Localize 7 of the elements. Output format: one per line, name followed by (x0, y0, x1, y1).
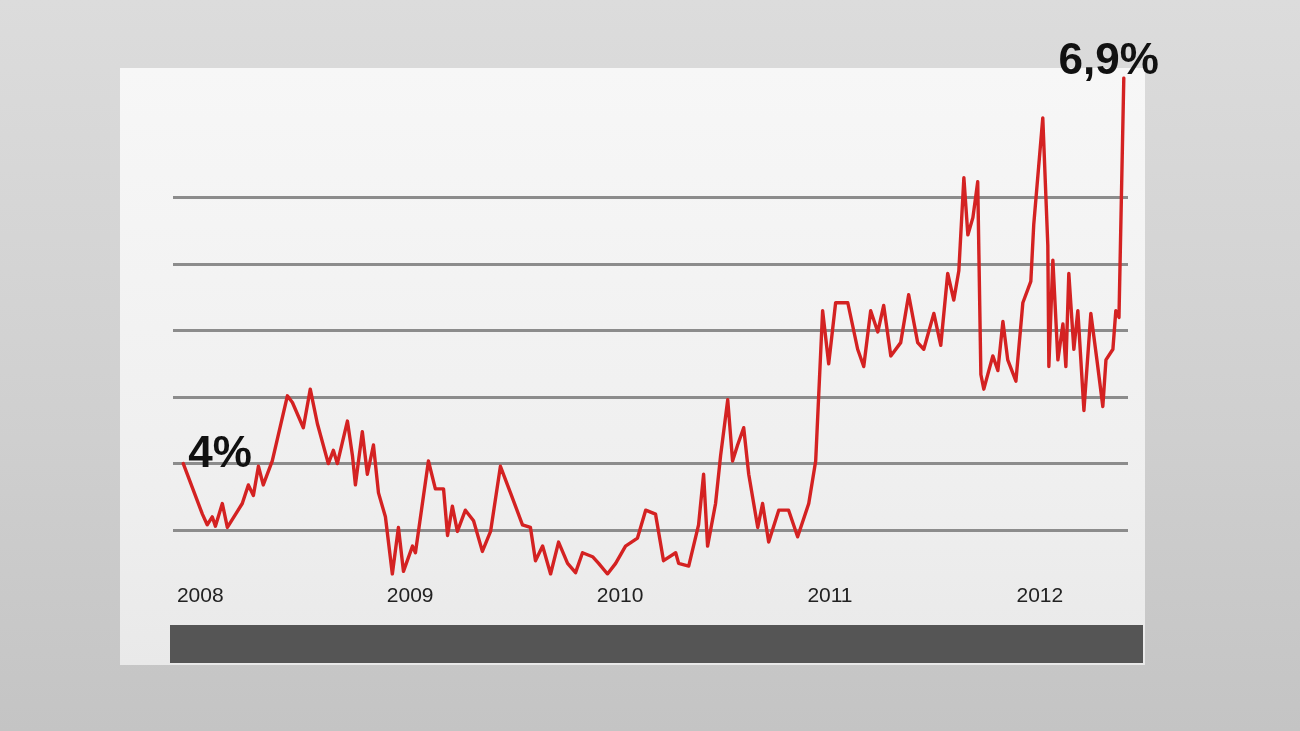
x-tick-label: 2011 (807, 583, 853, 607)
data-label: 6,9% (1058, 34, 1159, 83)
data-label: 4% (188, 426, 252, 476)
x-tick-label: 2010 (596, 583, 644, 607)
x-tick-label: 2009 (386, 583, 434, 607)
x-tick-label: 2012 (1016, 583, 1064, 607)
x-tick-label: 2008 (176, 583, 224, 607)
